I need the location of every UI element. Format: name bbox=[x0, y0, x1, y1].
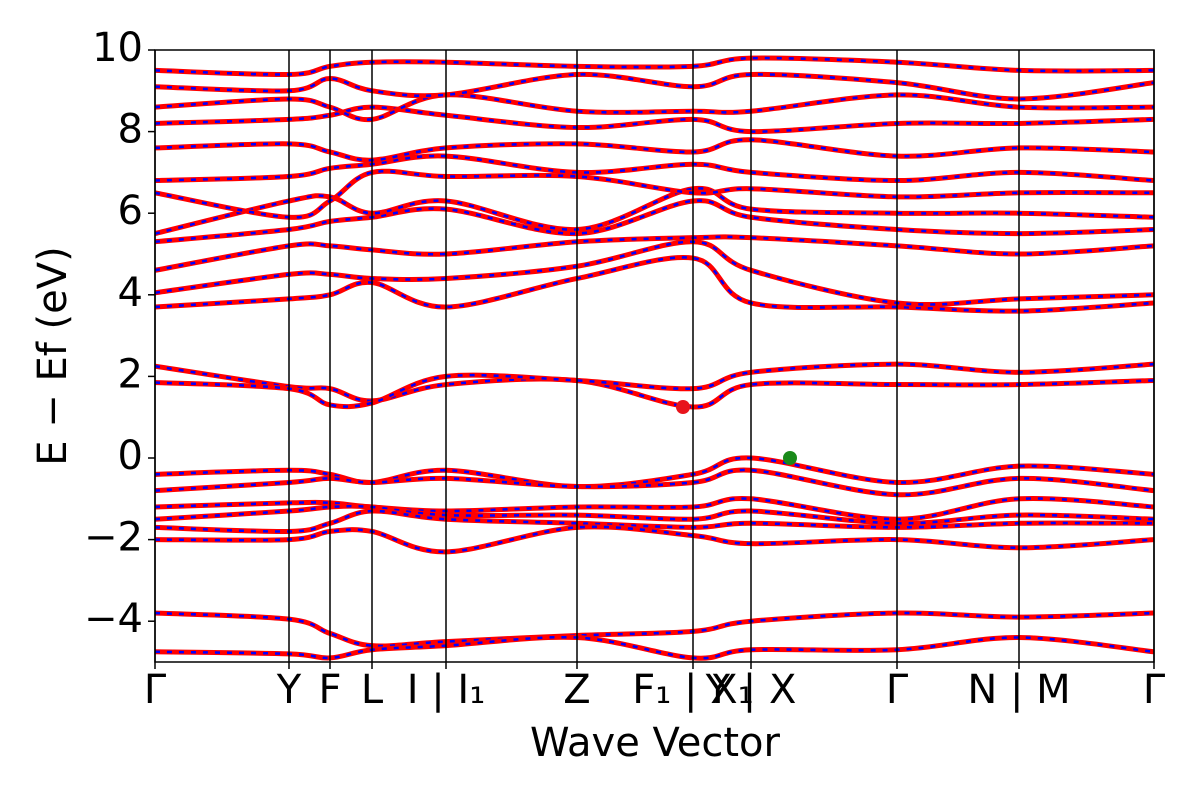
extremum-point bbox=[783, 451, 797, 465]
band-dash bbox=[155, 154, 1154, 182]
x-tick-label: Γ bbox=[1143, 667, 1166, 713]
y-tick-label: 0 bbox=[118, 433, 143, 479]
band-dash bbox=[155, 93, 1154, 121]
x-tick-label: N | M bbox=[967, 667, 1070, 713]
band-line bbox=[155, 254, 1154, 314]
x-tick-label: Z bbox=[563, 667, 590, 713]
band-dash bbox=[155, 235, 1154, 272]
y-tick-label: 6 bbox=[118, 188, 143, 234]
band-line bbox=[155, 55, 1154, 78]
band-dash bbox=[155, 138, 1154, 162]
x-tick-label: F₁ | X₁ bbox=[632, 667, 753, 713]
band-dash bbox=[155, 187, 1154, 235]
band-line bbox=[155, 634, 1154, 661]
x-tick-label: L bbox=[361, 667, 384, 713]
x-tick-label: I | I₁ bbox=[407, 667, 486, 713]
band-dash bbox=[155, 364, 1154, 409]
band-dash bbox=[155, 169, 1154, 219]
band-dash bbox=[155, 73, 1154, 101]
plot-frame bbox=[154, 49, 1155, 663]
x-tick-label: Y | X bbox=[705, 667, 797, 713]
y-axis-label: E − Ef (eV) bbox=[30, 246, 76, 465]
band-line bbox=[155, 153, 1154, 184]
band-dash bbox=[155, 105, 1154, 133]
x-tick-label: Y bbox=[276, 667, 302, 713]
x-tick-label: Γ bbox=[886, 667, 909, 713]
x-tick-label: Γ bbox=[144, 667, 167, 713]
band-line bbox=[155, 71, 1154, 102]
x-axis-label: Wave Vector bbox=[530, 720, 781, 766]
band-line bbox=[155, 239, 1154, 308]
band-dash bbox=[155, 362, 1154, 408]
band-line bbox=[155, 137, 1154, 163]
band-dash bbox=[155, 240, 1154, 306]
band-dash bbox=[155, 468, 1154, 496]
y-tick-label: 4 bbox=[118, 270, 143, 316]
band-dash bbox=[155, 509, 1154, 533]
band-dash bbox=[155, 199, 1154, 244]
band-dash bbox=[155, 256, 1154, 313]
plot-area bbox=[155, 55, 1154, 661]
band-dash bbox=[155, 504, 1154, 525]
x-tick-label: F bbox=[318, 667, 341, 713]
y-tick-label: −2 bbox=[84, 515, 143, 561]
band-dash bbox=[155, 56, 1154, 76]
band-dash bbox=[155, 497, 1154, 521]
band-dash bbox=[155, 635, 1154, 660]
band-line bbox=[155, 524, 1154, 555]
y-tick-label: 8 bbox=[118, 107, 143, 153]
y-tick-label: −4 bbox=[84, 596, 143, 642]
band-dash bbox=[155, 611, 1154, 648]
extremum-point bbox=[676, 400, 690, 414]
y-tick-label: 2 bbox=[118, 351, 143, 397]
y-tick-label: 10 bbox=[92, 25, 143, 71]
band-line bbox=[155, 198, 1154, 245]
